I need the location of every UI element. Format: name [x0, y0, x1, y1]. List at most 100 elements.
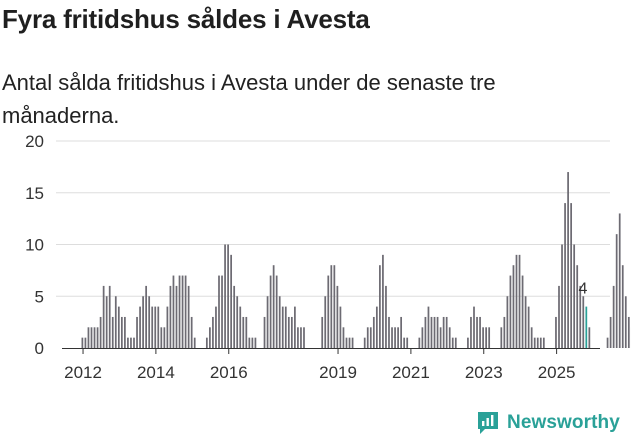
- bar-highlight: [585, 306, 588, 348]
- bar: [615, 234, 618, 348]
- chart-subtitle: Antal sålda fritidshus i Avesta under de…: [2, 70, 496, 128]
- bar: [263, 316, 266, 348]
- bar: [536, 337, 539, 348]
- bar: [533, 337, 536, 348]
- bar: [139, 306, 141, 348]
- bar: [108, 285, 111, 348]
- bar: [275, 275, 278, 348]
- bar: [245, 316, 248, 348]
- bar: [506, 296, 509, 348]
- bar: [375, 306, 378, 348]
- bar: [190, 316, 193, 348]
- bar: [102, 285, 105, 348]
- bar: [145, 285, 148, 348]
- bar: [151, 306, 154, 348]
- bar: [394, 327, 396, 348]
- bar: [130, 337, 132, 348]
- bar: [124, 316, 126, 348]
- bar: [588, 327, 591, 348]
- bar: [99, 316, 102, 348]
- bar: [470, 316, 472, 348]
- bar: [300, 327, 302, 348]
- bar: [148, 296, 151, 348]
- bar: [127, 337, 129, 348]
- x-tick-label: 2025: [538, 363, 576, 382]
- bar: [403, 337, 406, 348]
- bar: [154, 306, 157, 348]
- brand: Newsworthy: [476, 408, 620, 438]
- bar: [436, 316, 439, 348]
- bar: [400, 316, 403, 348]
- bar: [627, 316, 630, 348]
- bar: [294, 306, 296, 348]
- bar: [573, 244, 576, 348]
- bar: [111, 316, 114, 348]
- bar: [142, 296, 144, 348]
- bar: [172, 275, 175, 348]
- bar: [339, 306, 342, 348]
- bar: [503, 316, 506, 348]
- bar: [221, 275, 223, 348]
- bar: [348, 337, 351, 348]
- bar: [105, 296, 108, 348]
- bar: [454, 337, 457, 348]
- bar: [269, 275, 272, 348]
- bar: [567, 172, 569, 348]
- y-tick-label: 5: [35, 287, 44, 306]
- y-tick-label: 10: [25, 236, 44, 255]
- bar: [518, 254, 521, 348]
- y-tick-label: 20: [25, 132, 44, 151]
- y-axis-ticks: 0 5 10 15 20: [25, 132, 44, 358]
- bar: [287, 316, 290, 348]
- bar: [120, 316, 123, 348]
- bar: [621, 265, 624, 348]
- bar: [321, 316, 324, 348]
- bar: [521, 275, 524, 348]
- bar: [624, 296, 627, 348]
- bar: [175, 285, 178, 348]
- chart-title: Fyra fritidshus såldes i Avesta: [2, 4, 370, 34]
- bar: [512, 265, 515, 348]
- bar: [448, 327, 451, 348]
- bar: [500, 327, 503, 348]
- bar: [351, 337, 354, 348]
- bar: [397, 327, 399, 348]
- bar: [570, 203, 573, 348]
- bar: [254, 337, 257, 348]
- bar: [163, 327, 166, 348]
- x-tick-label: 2016: [210, 363, 248, 382]
- bar: [303, 327, 305, 348]
- bar: [187, 285, 190, 348]
- bar: [327, 275, 330, 348]
- bar: [236, 296, 239, 348]
- bar: [133, 337, 135, 348]
- bar: [363, 337, 366, 348]
- bar: [542, 337, 545, 348]
- bar: [114, 296, 117, 348]
- bar: [297, 327, 299, 348]
- bar: [424, 316, 427, 348]
- bar: [579, 285, 582, 348]
- bar: [324, 296, 327, 348]
- brand-name: Newsworthy: [507, 412, 620, 433]
- bar: [476, 316, 478, 348]
- bar: [451, 337, 454, 348]
- bar: [248, 337, 251, 348]
- x-axis-ticks: 2012 2014 2016 2019 2021 2023 2025: [64, 348, 576, 382]
- bar: [117, 306, 120, 348]
- bar: [215, 306, 217, 348]
- bar: [272, 265, 275, 348]
- x-tick-label: 2014: [137, 363, 175, 382]
- bar: [439, 327, 442, 348]
- x-tick-label: 2019: [319, 363, 357, 382]
- bar: [430, 316, 433, 348]
- bar: [391, 327, 393, 348]
- bar: [218, 275, 220, 348]
- bar: [212, 316, 214, 348]
- bar: [582, 296, 585, 348]
- data-label-latest: 4: [579, 281, 588, 298]
- bar: [193, 337, 196, 348]
- bar: [618, 213, 621, 348]
- bar: [157, 306, 160, 348]
- bar: [166, 306, 169, 348]
